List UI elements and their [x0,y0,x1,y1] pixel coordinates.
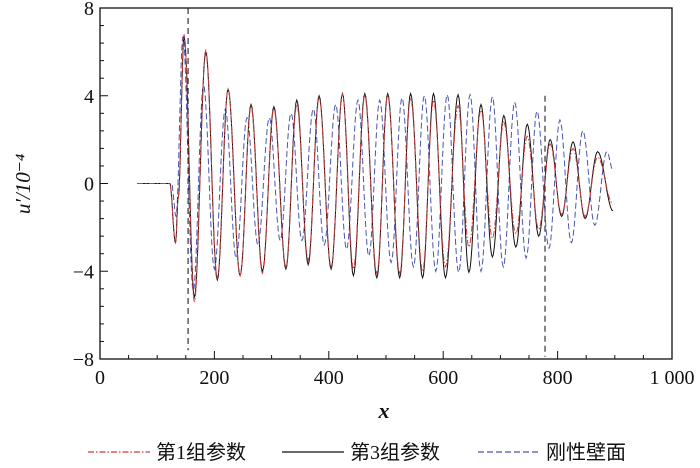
x-axis-label: x [378,398,390,423]
legend-item-1: 第1组参数 [88,441,246,464]
y-tick-label: 4 [84,86,94,108]
x-tick-label: 0 [95,367,105,389]
y-tick-label: 0 [84,174,94,196]
y-tick-label: −8 [73,349,94,371]
legend-item-2: 第3组参数 [282,441,440,464]
y-tick-label: −4 [73,261,94,283]
x-tick-label: 400 [314,367,344,389]
x-tick-label: 800 [543,367,573,389]
series-line-3 [137,36,614,292]
x-tick-label: 600 [428,367,458,389]
series-line-1 [137,34,614,303]
legend-label: 第1组参数 [156,441,246,464]
axis-ticks [99,7,673,360]
x-tick-label: 1 000 [650,367,695,389]
legend-item-3: 刚性壁面 [478,441,626,464]
legend: 第1组参数 第3组参数 刚性壁面 [88,441,626,464]
vertical-markers [187,8,546,357]
x-tick-label: 200 [199,367,229,389]
x-tick-labels: 0 200 400 600 800 1 000 [95,367,695,389]
legend-label: 第3组参数 [350,441,440,464]
legend-label: 刚性壁面 [546,441,626,464]
plot-curves [137,34,614,303]
y-tick-label: 8 [84,0,94,20]
y-axis-label: u′/10⁻⁴ [11,154,35,214]
y-tick-labels: 8 4 0 −4 −8 [73,0,94,371]
